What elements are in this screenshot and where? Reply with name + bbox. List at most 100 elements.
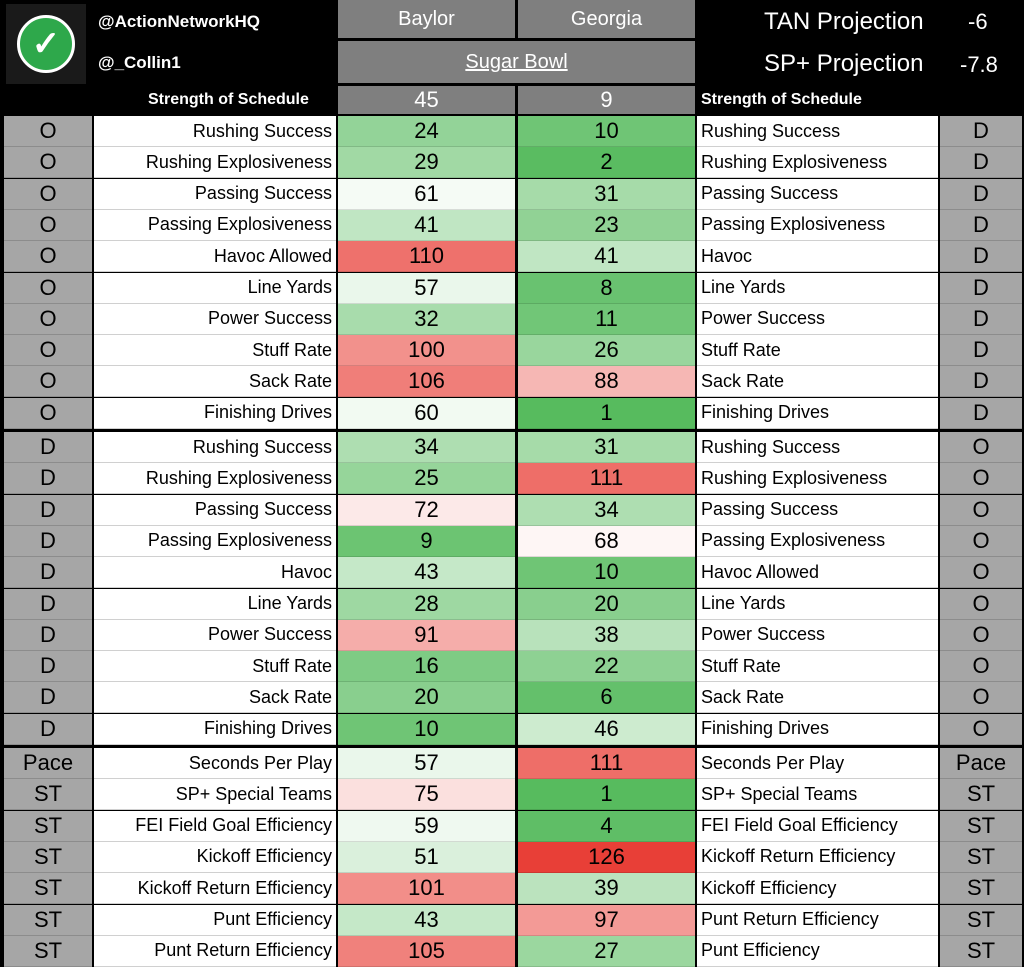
right-side-label: O (940, 432, 1022, 463)
right-side-label: ST (940, 935, 1022, 967)
right-metric-name: Rushing Success (697, 116, 938, 147)
table-row: D Havoc 43 10 Havoc Allowed O (0, 557, 1024, 589)
right-metric-name: FEI Field Goal Efficiency (697, 810, 938, 842)
table-row: ST Punt Return Efficiency 105 27 Punt Effici… (0, 935, 1024, 967)
left-rank-value: 105 (338, 935, 515, 967)
right-metric-name: Passing Success (697, 178, 938, 210)
right-side-label: D (940, 366, 1022, 398)
left-metric-name: SP+ Special Teams (94, 779, 336, 811)
right-side-label: O (940, 713, 1022, 745)
bowl-name: Sugar Bowl (338, 41, 695, 83)
left-side-label: D (4, 494, 92, 526)
table-row: O Passing Explosiveness 41 23 Passing Explos… (0, 209, 1024, 241)
left-rank-value: 43 (338, 557, 515, 589)
left-metric-name: Sack Rate (94, 366, 336, 398)
table-row: Pace Seconds Per Play 57 111 Seconds Per Pla… (0, 748, 1024, 779)
table-row: O Rushing Success 24 10 Rushing Success D (0, 116, 1024, 147)
right-metric-name: Kickoff Return Efficiency (697, 841, 938, 873)
right-side-label: D (940, 397, 1022, 429)
left-rank-value: 61 (338, 178, 515, 210)
table-row: D Sack Rate 20 6 Sack Rate O (0, 682, 1024, 714)
left-side-label: D (4, 682, 92, 714)
left-side-label: D (4, 432, 92, 463)
sp-projection-label: SP+ Projection (764, 50, 924, 77)
left-rank-value: 106 (338, 366, 515, 398)
table-row: O Finishing Drives 60 1 Finishing Drives D (0, 397, 1024, 429)
left-rank-value: 60 (338, 397, 515, 429)
right-rank-value: 34 (518, 494, 695, 526)
table-row: D Finishing Drives 10 46 Finishing Drives O (0, 713, 1024, 745)
right-rank-value: 4 (518, 810, 695, 842)
right-side-label: ST (940, 810, 1022, 842)
left-side-label: D (4, 651, 92, 683)
left-rank-value: 20 (338, 682, 515, 714)
sos-left-value: 45 (338, 86, 515, 114)
right-side-label: D (940, 178, 1022, 210)
left-rank-value: 41 (338, 209, 515, 241)
left-rank-value: 100 (338, 335, 515, 367)
left-rank-value: 101 (338, 873, 515, 905)
left-side-label: ST (4, 810, 92, 842)
right-metric-name: SP+ Special Teams (697, 779, 938, 811)
left-side-label: O (4, 241, 92, 273)
table-row: O Power Success 32 11 Power Success D (0, 303, 1024, 335)
left-rank-value: 59 (338, 810, 515, 842)
right-side-label: O (940, 619, 1022, 651)
right-rank-value: 26 (518, 335, 695, 367)
left-side-label: O (4, 335, 92, 367)
sp-projection-value: -7.8 (960, 52, 998, 77)
left-side-label: O (4, 209, 92, 241)
left-side-label: D (4, 557, 92, 589)
right-metric-name: Seconds Per Play (697, 748, 938, 779)
sos-right-value: 9 (518, 86, 695, 114)
left-metric-name: Finishing Drives (94, 397, 336, 429)
left-rank-value: 51 (338, 841, 515, 873)
left-side-label: ST (4, 904, 92, 936)
right-side-label: D (940, 147, 1022, 179)
left-metric-name: Passing Explosiveness (94, 209, 336, 241)
right-rank-value: 10 (518, 116, 695, 147)
right-rank-value: 10 (518, 557, 695, 589)
right-metric-name: Punt Return Efficiency (697, 904, 938, 936)
right-rank-value: 46 (518, 713, 695, 745)
left-side-label: O (4, 147, 92, 179)
left-rank-value: 25 (338, 463, 515, 495)
right-rank-value: 97 (518, 904, 695, 936)
right-metric-name: Punt Efficiency (697, 935, 938, 967)
left-metric-name: Stuff Rate (94, 335, 336, 367)
left-metric-name: Punt Return Efficiency (94, 935, 336, 967)
table-row: ST Kickoff Return Efficiency 101 39 Kickoff … (0, 873, 1024, 905)
right-side-label: D (940, 241, 1022, 273)
left-metric-name: Passing Explosiveness (94, 525, 336, 557)
right-rank-value: 1 (518, 779, 695, 811)
right-metric-name: Power Success (697, 303, 938, 335)
left-side-label: O (4, 303, 92, 335)
right-metric-name: Rushing Explosiveness (697, 147, 938, 179)
left-rank-value: 29 (338, 147, 515, 179)
table-row: O Line Yards 57 8 Line Yards D (0, 272, 1024, 304)
table-row: O Sack Rate 106 88 Sack Rate D (0, 366, 1024, 398)
right-metric-name: Stuff Rate (697, 335, 938, 367)
left-side-label: O (4, 366, 92, 398)
team-left-name: Baylor (338, 0, 515, 38)
left-rank-value: 110 (338, 241, 515, 273)
left-metric-name: Line Yards (94, 272, 336, 304)
left-rank-value: 24 (338, 116, 515, 147)
table-row: D Rushing Explosiveness 25 111 Rushing Explo… (0, 463, 1024, 495)
left-rank-value: 43 (338, 904, 515, 936)
right-rank-value: 31 (518, 178, 695, 210)
left-metric-name: Line Yards (94, 588, 336, 620)
sos-label-right: Strength of Schedule (701, 91, 862, 108)
left-rank-value: 72 (338, 494, 515, 526)
left-metric-name: Stuff Rate (94, 651, 336, 683)
right-rank-value: 11 (518, 303, 695, 335)
table-row: D Power Success 91 38 Power Success O (0, 619, 1024, 651)
left-rank-value: 9 (338, 525, 515, 557)
table-row: D Rushing Success 34 31 Rushing Success O (0, 432, 1024, 463)
right-rank-value: 2 (518, 147, 695, 179)
right-side-label: Pace (940, 748, 1022, 779)
right-metric-name: Line Yards (697, 272, 938, 304)
left-metric-name: Punt Efficiency (94, 904, 336, 936)
left-rank-value: 91 (338, 619, 515, 651)
